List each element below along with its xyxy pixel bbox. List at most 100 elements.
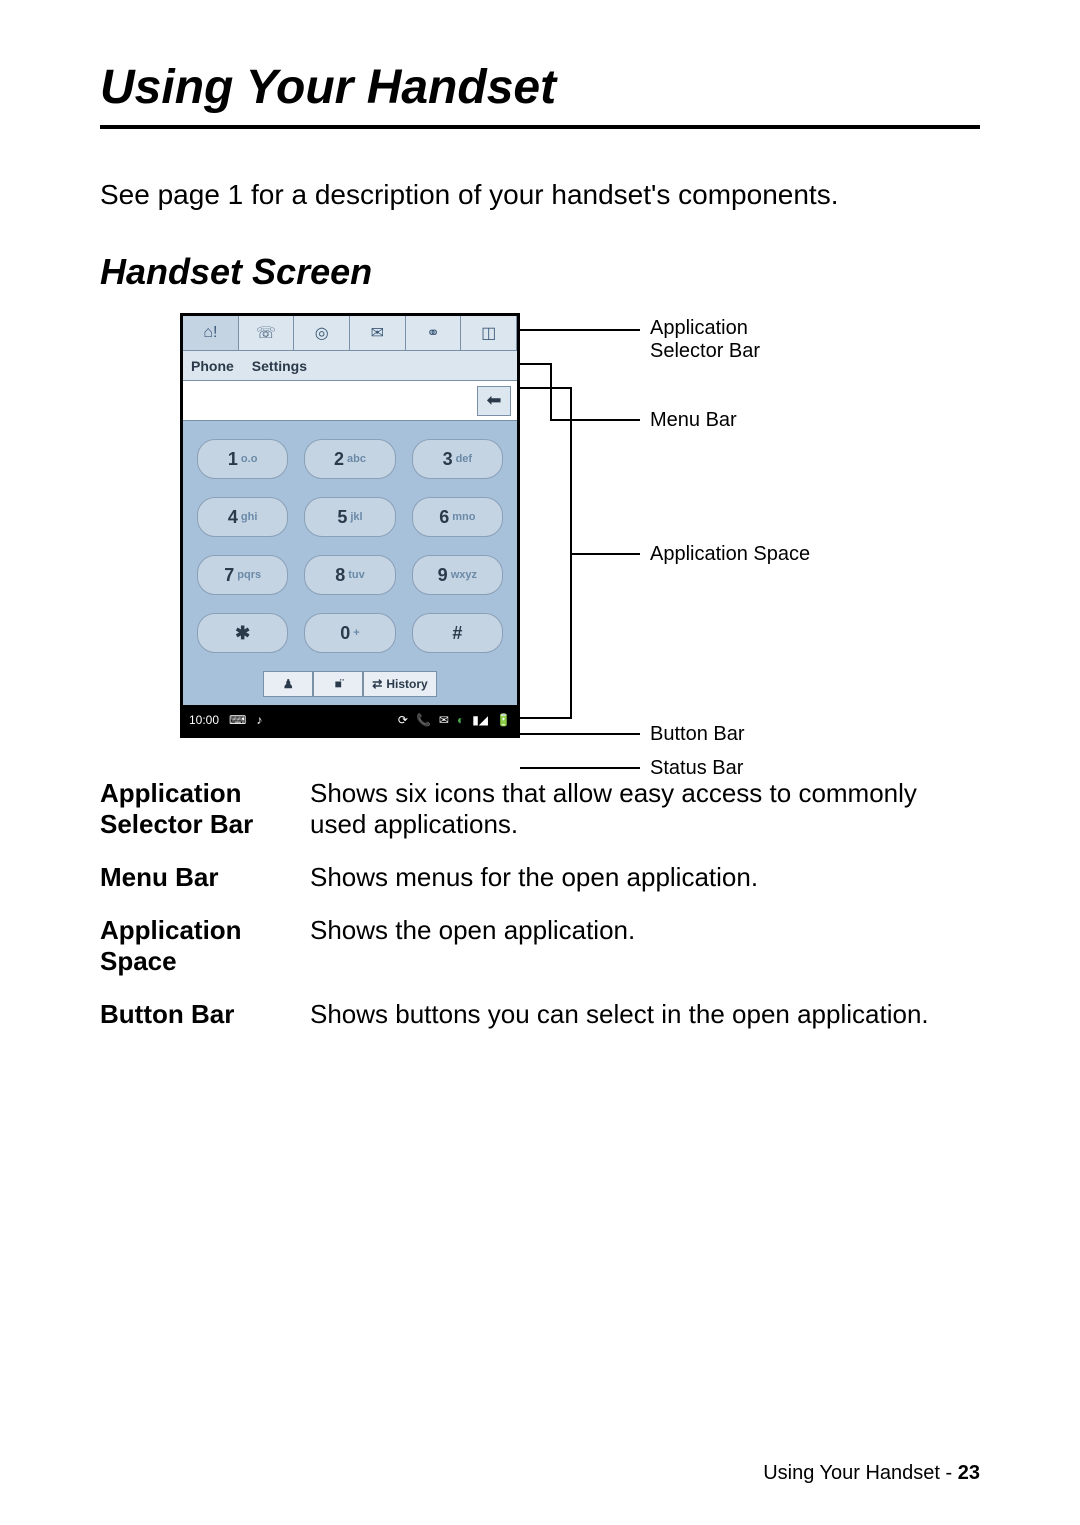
key-label: mno xyxy=(452,511,475,523)
key-label: pqrs xyxy=(237,569,261,581)
selector-apps-icon[interactable]: ◫ xyxy=(461,316,517,350)
key-1[interactable]: 1o.o xyxy=(197,439,288,479)
button-video[interactable]: ■̈ xyxy=(313,671,363,697)
definition-row: Application Selector Bar Shows six icons… xyxy=(100,778,980,840)
definition-row: Menu Bar Shows menus for the open applic… xyxy=(100,862,980,893)
definition-desc: Shows six icons that allow easy access t… xyxy=(310,778,980,840)
key-label: + xyxy=(353,627,359,639)
key-8[interactable]: 8tuv xyxy=(304,555,395,595)
selector-contacts-icon[interactable]: ⚭ xyxy=(406,316,462,350)
page-footer: Using Your Handset - 23 xyxy=(763,1462,980,1485)
voice-icon: ♟ xyxy=(283,677,294,691)
callout-selector-bar: Application Selector Bar xyxy=(650,317,760,363)
key-9[interactable]: 9wxyz xyxy=(412,555,503,595)
callout-line xyxy=(550,363,552,421)
key-num: 9 xyxy=(438,565,448,586)
footer-page-number: 23 xyxy=(958,1462,980,1484)
back-arrow-icon: ⬅ xyxy=(486,390,501,411)
definition-row: Button Bar Shows buttons you can select … xyxy=(100,999,980,1030)
key-num: 0 xyxy=(340,623,350,644)
video-icon: ■̈ xyxy=(335,677,342,691)
history-icon: ⇄ xyxy=(372,677,382,691)
definition-term: Menu Bar xyxy=(100,862,310,893)
definition-row: Application Space Shows the open applica… xyxy=(100,915,980,977)
key-star[interactable]: ✱ xyxy=(197,613,288,653)
key-num: 7 xyxy=(224,565,234,586)
callout-line xyxy=(520,329,640,331)
sound-icon: ♪ xyxy=(256,713,262,727)
mail-icon: ✉ xyxy=(439,713,449,727)
definitions-table: Application Selector Bar Shows six icons… xyxy=(100,778,980,1030)
key-num: 8 xyxy=(335,565,345,586)
indicator-icon: ◐ xyxy=(457,713,464,727)
key-hash[interactable]: # xyxy=(412,613,503,653)
page-title: Using Your Handset xyxy=(100,60,980,129)
callout-line xyxy=(520,767,640,769)
callout-line xyxy=(520,387,572,389)
selector-phone-icon[interactable]: ☏ xyxy=(239,316,295,350)
callout-line xyxy=(520,733,640,735)
key-num: 3 xyxy=(443,449,453,470)
callout-line xyxy=(570,553,640,555)
definition-term: Application Selector Bar xyxy=(100,778,310,840)
key-label: abc xyxy=(347,453,366,465)
callout-status-bar: Status Bar xyxy=(650,757,743,780)
selector-message-icon[interactable]: ✉ xyxy=(350,316,406,350)
definition-term: Button Bar xyxy=(100,999,310,1030)
key-label: def xyxy=(456,453,473,465)
definition-desc: Shows the open application. xyxy=(310,915,980,977)
dial-keypad: 1o.o 2abc 3def 4ghi 5jkl 6mno 7pqrs 8tuv… xyxy=(183,421,517,665)
footer-text: Using Your Handset - xyxy=(763,1462,958,1484)
button-history[interactable]: ⇄ History xyxy=(363,671,436,697)
key-num: 6 xyxy=(439,507,449,528)
sync-icon: ⟳ xyxy=(398,713,408,727)
button-bar: ♟ ■̈ ⇄ History xyxy=(183,665,517,705)
history-label: History xyxy=(386,677,427,691)
battery-icon: 🔋 xyxy=(496,713,511,727)
menu-bar[interactable]: Phone Settings xyxy=(183,351,517,381)
button-voice[interactable]: ♟ xyxy=(263,671,313,697)
key-label: tuv xyxy=(348,569,365,581)
definition-term: Application Space xyxy=(100,915,310,977)
key-6[interactable]: 6mno xyxy=(412,497,503,537)
section-title: Handset Screen xyxy=(100,251,980,293)
callout-menu-bar: Menu Bar xyxy=(650,409,737,432)
menu-item-phone[interactable]: Phone xyxy=(191,358,234,374)
menu-item-settings[interactable]: Settings xyxy=(252,358,307,374)
callout-line xyxy=(550,419,640,421)
figure-area: ⌂! ☏ ◎ ✉ ⚭ ◫ Phone Settings ⬅ 1o.o 2abc … xyxy=(180,313,980,738)
definition-desc: Shows menus for the open application. xyxy=(310,862,980,893)
selector-globe-icon[interactable]: ◎ xyxy=(294,316,350,350)
key-num: 1 xyxy=(228,449,238,470)
selector-home-icon[interactable]: ⌂! xyxy=(183,316,239,350)
callout-application-space: Application Space xyxy=(650,543,810,566)
key-label: jkl xyxy=(350,511,362,523)
handset-screen: ⌂! ☏ ◎ ✉ ⚭ ◫ Phone Settings ⬅ 1o.o 2abc … xyxy=(180,313,520,738)
intro-text: See page 1 for a description of your han… xyxy=(100,179,980,211)
key-label: wxyz xyxy=(451,569,477,581)
status-time: 10:00 xyxy=(189,713,219,727)
key-num: ✱ xyxy=(235,623,250,644)
status-bar: 10:00 ⌨ ♪ ⟳ 📞 ✉ ◐ ▮◢ 🔋 xyxy=(183,705,517,735)
key-label: o.o xyxy=(241,453,258,465)
backspace-button[interactable]: ⬅ xyxy=(477,386,511,416)
key-5[interactable]: 5jkl xyxy=(304,497,395,537)
key-num: 2 xyxy=(334,449,344,470)
dial-input-row: ⬅ xyxy=(183,381,517,421)
key-num: # xyxy=(452,623,462,644)
key-label: ghi xyxy=(241,511,258,523)
keyboard-icon: ⌨ xyxy=(229,713,246,727)
key-0[interactable]: 0+ xyxy=(304,613,395,653)
key-num: 5 xyxy=(337,507,347,528)
callout-button-bar: Button Bar xyxy=(650,723,745,746)
key-7[interactable]: 7pqrs xyxy=(197,555,288,595)
key-2[interactable]: 2abc xyxy=(304,439,395,479)
definition-desc: Shows buttons you can select in the open… xyxy=(310,999,980,1030)
callout-line xyxy=(520,717,572,719)
call-icon: 📞 xyxy=(416,713,431,727)
key-num: 4 xyxy=(228,507,238,528)
callout-line xyxy=(520,363,552,365)
key-3[interactable]: 3def xyxy=(412,439,503,479)
application-selector-bar[interactable]: ⌂! ☏ ◎ ✉ ⚭ ◫ xyxy=(183,316,517,351)
key-4[interactable]: 4ghi xyxy=(197,497,288,537)
